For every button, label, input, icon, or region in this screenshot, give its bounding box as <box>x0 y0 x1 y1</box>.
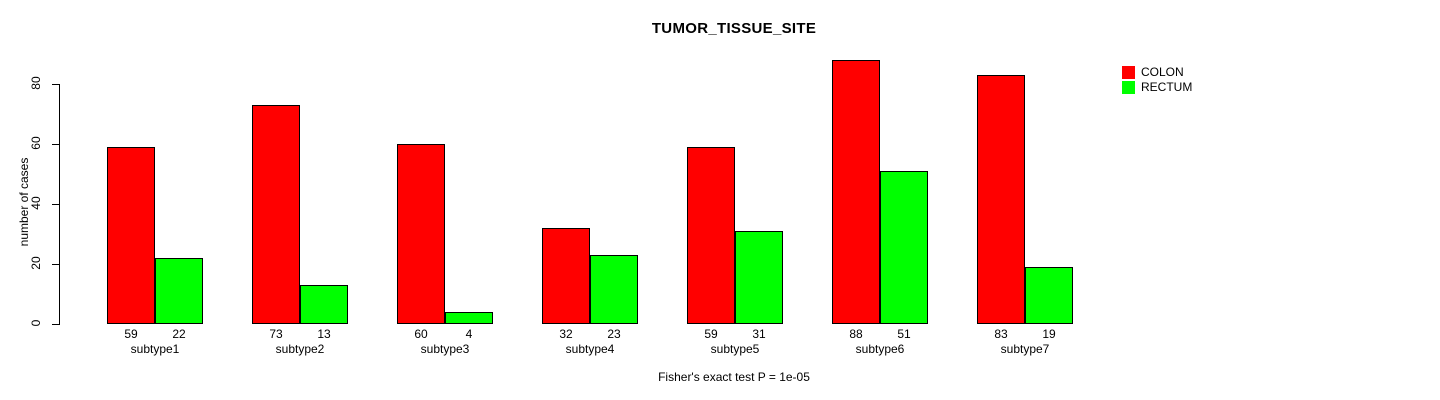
y-tick-mark <box>52 324 59 325</box>
bar-colon-subtype2 <box>252 105 300 324</box>
legend-swatch-rectum <box>1122 80 1135 94</box>
category-label-subtype6: subtype6 <box>855 342 905 356</box>
y-tick-label: 60 <box>29 136 43 150</box>
y-tick-label: 40 <box>29 196 43 210</box>
bar-rectum-subtype2 <box>300 285 348 324</box>
value-label-rectum-subtype5: 31 <box>752 327 766 341</box>
y-tick-mark <box>52 84 59 85</box>
legend: COLON RECTUM <box>1122 65 1192 95</box>
bar-colon-subtype7 <box>977 75 1025 324</box>
value-label-colon-subtype6: 88 <box>849 327 863 341</box>
bar-colon-subtype5 <box>687 147 735 324</box>
y-tick-mark <box>52 204 59 205</box>
bar-colon-subtype1 <box>107 147 155 324</box>
chart-title: TUMOR_TISSUE_SITE <box>651 20 817 37</box>
y-tick-label: 0 <box>29 319 43 327</box>
bar-colon-subtype4 <box>542 228 590 324</box>
y-tick-mark <box>52 264 59 265</box>
legend-label-colon: COLON <box>1141 65 1184 79</box>
bar-rectum-subtype5 <box>735 231 783 324</box>
bar-colon-subtype6 <box>832 60 880 324</box>
category-label-subtype2: subtype2 <box>275 342 325 356</box>
value-label-colon-subtype1: 59 <box>124 327 138 341</box>
legend-swatch-colon <box>1122 65 1135 79</box>
bar-rectum-subtype4 <box>590 255 638 324</box>
legend-item-colon: COLON <box>1122 65 1192 79</box>
footnote-text: Fisher's exact test P = 1e-05 <box>658 370 810 384</box>
y-tick-label: 80 <box>29 76 43 90</box>
y-tick-label: 20 <box>29 256 43 270</box>
value-label-rectum-subtype4: 23 <box>607 327 621 341</box>
category-label-subtype5: subtype5 <box>710 342 760 356</box>
y-axis-line <box>59 84 60 325</box>
value-label-rectum-subtype7: 19 <box>1042 327 1056 341</box>
bar-rectum-subtype7 <box>1025 267 1073 324</box>
legend-item-rectum: RECTUM <box>1122 80 1192 94</box>
value-label-rectum-subtype2: 13 <box>317 327 331 341</box>
category-label-subtype1: subtype1 <box>130 342 180 356</box>
value-label-colon-subtype4: 32 <box>559 327 573 341</box>
value-label-colon-subtype2: 73 <box>269 327 283 341</box>
value-label-colon-subtype7: 83 <box>994 327 1008 341</box>
bar-colon-subtype3 <box>397 144 445 324</box>
value-label-rectum-subtype1: 22 <box>172 327 186 341</box>
category-label-subtype7: subtype7 <box>1000 342 1050 356</box>
value-label-colon-subtype5: 59 <box>704 327 718 341</box>
legend-label-rectum: RECTUM <box>1141 80 1193 94</box>
bar-rectum-subtype6 <box>880 171 928 324</box>
y-tick-mark <box>52 144 59 145</box>
value-label-rectum-subtype3: 4 <box>465 327 473 341</box>
value-label-colon-subtype3: 60 <box>414 327 428 341</box>
value-label-rectum-subtype6: 51 <box>897 327 911 341</box>
bar-rectum-subtype1 <box>155 258 203 324</box>
bar-rectum-subtype3 <box>445 312 493 324</box>
category-label-subtype4: subtype4 <box>565 342 615 356</box>
category-label-subtype3: subtype3 <box>420 342 470 356</box>
